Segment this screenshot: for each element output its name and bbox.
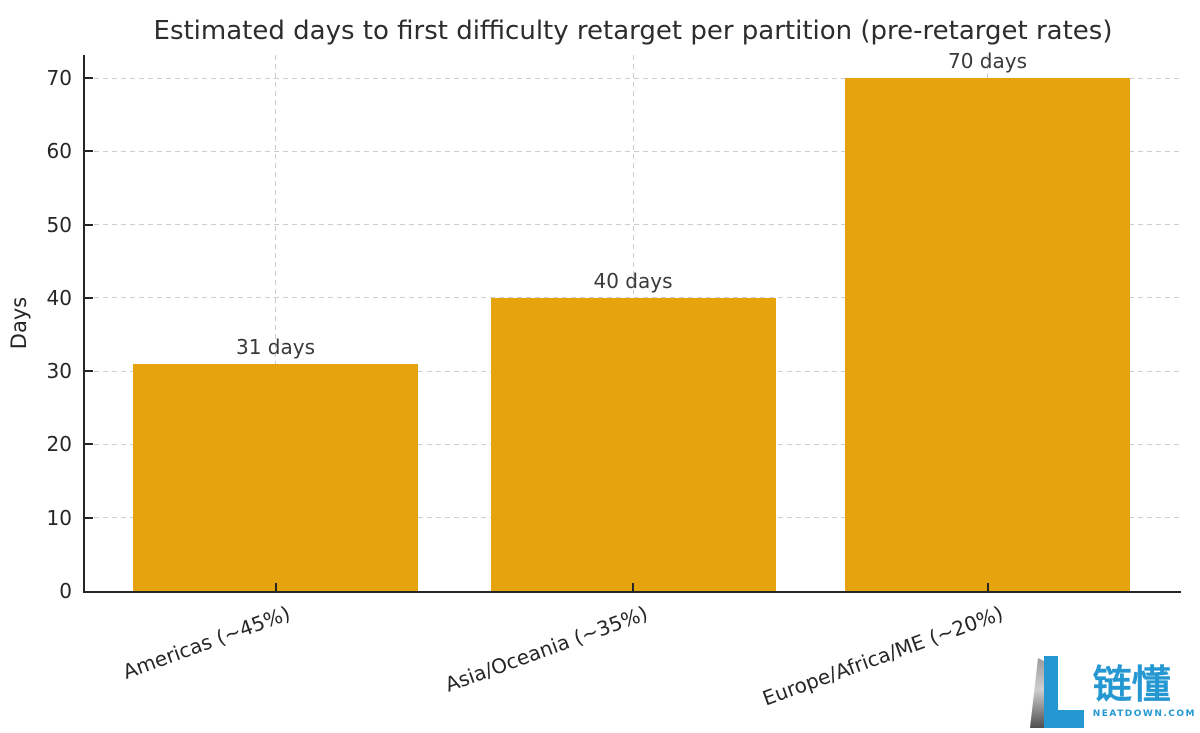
bar xyxy=(845,78,1130,591)
bar-value-label: 31 days xyxy=(235,334,315,359)
x-category-label: Europe/Africa/ME (~20%) xyxy=(758,601,1006,711)
bar-value-label: 40 days xyxy=(593,268,673,293)
y-tick-mark xyxy=(85,150,93,153)
brand-l-icon xyxy=(1029,656,1084,728)
y-tick-mark xyxy=(85,516,93,519)
y-tick-label: 0 xyxy=(59,579,72,603)
y-tick-label: 10 xyxy=(46,505,72,530)
bar-value-label: 70 days xyxy=(947,49,1027,73)
y-tick-mark xyxy=(85,370,93,373)
brand-logo: 链懂 NEATDOWN.COM xyxy=(1028,656,1196,728)
y-tick-label: 60 xyxy=(46,139,72,164)
vertical-gridline xyxy=(275,55,276,591)
y-tick-mark xyxy=(85,443,93,446)
x-tick-mark xyxy=(274,583,277,591)
y-tick-label: 70 xyxy=(46,66,72,90)
chart-title: Estimated days to first difficulty retar… xyxy=(153,16,1113,46)
logo-gray-wedge xyxy=(1029,658,1044,728)
brand-text-column: 链懂 NEATDOWN.COM xyxy=(1092,663,1196,720)
x-tick-mark xyxy=(632,583,634,591)
bar xyxy=(133,363,418,591)
y-tick-label: 50 xyxy=(46,212,72,237)
brand-name: 链懂 xyxy=(1092,663,1171,708)
y-tick-label: 20 xyxy=(46,432,72,457)
y-tick-mark xyxy=(85,77,93,79)
y-axis-spine xyxy=(83,55,85,593)
plot-area xyxy=(83,55,1181,593)
brand-subtext: NEATDOWN.COM xyxy=(1092,709,1196,719)
logo-blue-l xyxy=(1043,656,1084,728)
x-category-label: Asia/Oceania (~35%) xyxy=(442,601,652,697)
x-category-label: Americas (~45%) xyxy=(120,601,294,684)
x-axis-spine xyxy=(83,590,1181,593)
y-tick-label: 30 xyxy=(46,359,72,384)
x-tick-mark xyxy=(986,583,989,591)
y-tick-label: 40 xyxy=(46,285,72,310)
y-tick-mark xyxy=(85,296,93,299)
bar xyxy=(490,297,776,591)
y-tick-mark xyxy=(85,223,93,226)
